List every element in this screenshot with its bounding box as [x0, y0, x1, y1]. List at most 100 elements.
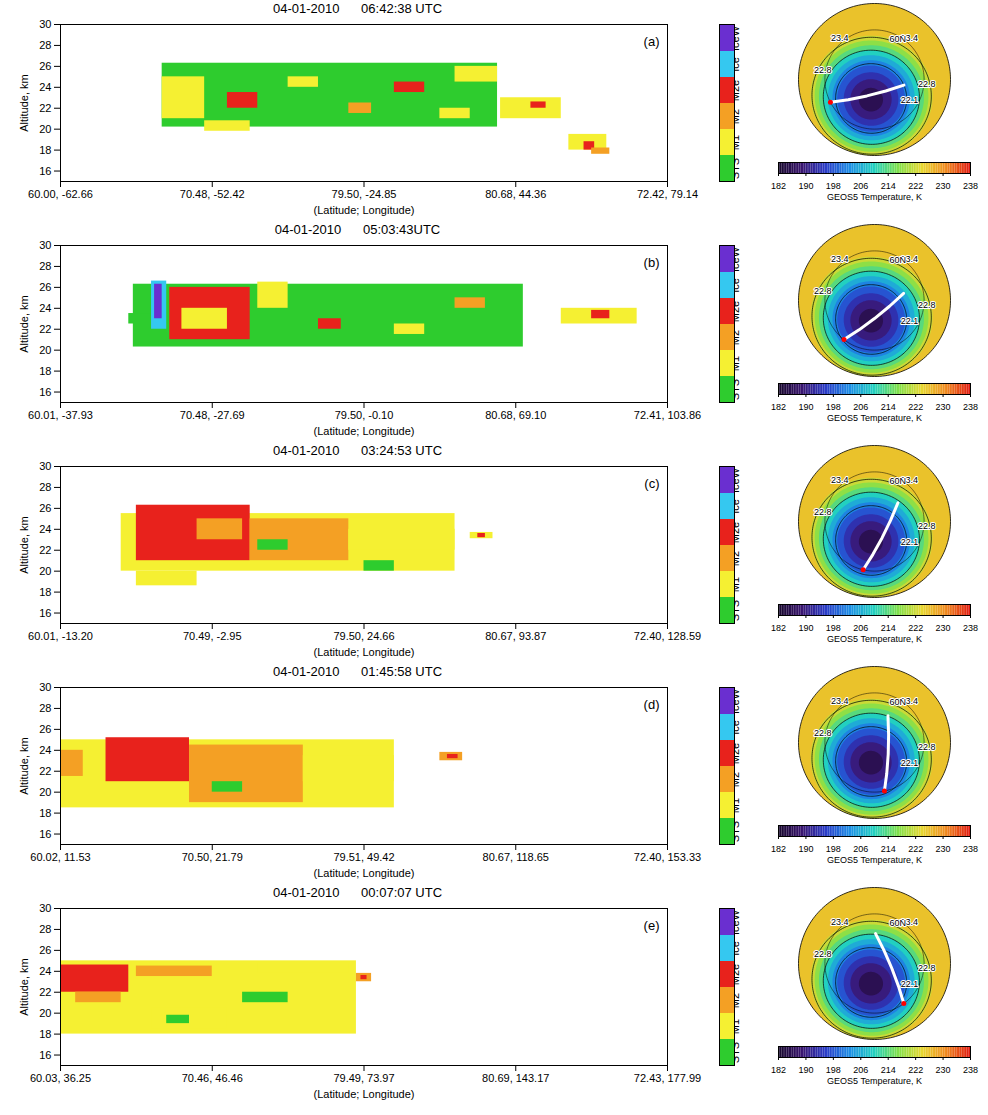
svg-text:23.4: 23.4: [831, 696, 849, 706]
svg-text:30: 30: [39, 681, 51, 693]
svg-text:26: 26: [39, 723, 51, 735]
svg-text:182: 182: [771, 844, 786, 854]
svg-text:79.50, -24.85: 79.50, -24.85: [332, 188, 397, 200]
svg-text:(Latitude; Longitude): (Latitude; Longitude): [314, 425, 415, 437]
svg-text:182: 182: [771, 402, 786, 412]
svg-text:18: 18: [39, 1028, 51, 1040]
svg-text:22.8: 22.8: [814, 949, 832, 959]
svg-text:182: 182: [771, 623, 786, 633]
svg-text:60.01, -37.93: 60.01, -37.93: [28, 409, 93, 421]
svg-text:22.8: 22.8: [918, 521, 936, 531]
svg-text:28: 28: [39, 702, 51, 714]
svg-text:20: 20: [39, 786, 51, 798]
svg-text:30: 30: [39, 239, 51, 251]
svg-text:20: 20: [39, 123, 51, 135]
svg-text:79.50, 24.66: 79.50, 24.66: [333, 630, 394, 642]
svg-text:222: 222: [908, 1065, 923, 1075]
svg-text:214: 214: [881, 402, 896, 412]
svg-text:28: 28: [39, 481, 51, 493]
svg-text:22.1: 22.1: [901, 758, 919, 768]
svg-text:16: 16: [39, 165, 51, 177]
svg-text:230: 230: [936, 181, 951, 191]
svg-text:60N: 60N: [890, 697, 907, 707]
svg-text:16: 16: [39, 607, 51, 619]
svg-text:18: 18: [39, 807, 51, 819]
svg-text:24: 24: [39, 744, 51, 756]
svg-text:222: 222: [908, 844, 923, 854]
svg-text:GEOS5 Temperature, K: GEOS5 Temperature, K: [827, 634, 922, 644]
svg-text:(c): (c): [644, 476, 659, 491]
svg-text:22.8: 22.8: [918, 963, 936, 973]
svg-text:222: 222: [908, 623, 923, 633]
svg-text:206: 206: [853, 1065, 868, 1075]
svg-text:79.50, -0.10: 79.50, -0.10: [335, 409, 394, 421]
svg-text:22.8: 22.8: [918, 300, 936, 310]
svg-text:214: 214: [881, 181, 896, 191]
svg-text:72.43, 177.99: 72.43, 177.99: [634, 1072, 701, 1084]
svg-text:190: 190: [798, 844, 813, 854]
svg-text:23.4: 23.4: [831, 254, 849, 264]
svg-text:16: 16: [39, 386, 51, 398]
svg-text:80.68, 69.10: 80.68, 69.10: [485, 409, 546, 421]
svg-text:22.8: 22.8: [814, 286, 832, 296]
svg-text:22.8: 22.8: [814, 507, 832, 517]
svg-text:79.49, 73.97: 79.49, 73.97: [333, 1072, 394, 1084]
svg-text:GEOS5 Temperature, K: GEOS5 Temperature, K: [827, 855, 922, 865]
svg-text:GEOS5 Temperature, K: GEOS5 Temperature, K: [827, 192, 922, 202]
svg-text:206: 206: [853, 402, 868, 412]
svg-text:230: 230: [936, 623, 951, 633]
svg-text:22.8: 22.8: [814, 728, 832, 738]
svg-text:(Latitude; Longitude): (Latitude; Longitude): [314, 1088, 415, 1100]
svg-text:79.51, 49.42: 79.51, 49.42: [333, 851, 394, 863]
svg-text:214: 214: [881, 1065, 896, 1075]
svg-text:22.1: 22.1: [901, 537, 919, 547]
svg-text:22.1: 22.1: [901, 979, 919, 989]
svg-text:206: 206: [853, 623, 868, 633]
svg-text:190: 190: [798, 1065, 813, 1075]
svg-text:26: 26: [39, 281, 51, 293]
svg-text:24: 24: [39, 81, 51, 93]
svg-text:20: 20: [39, 1007, 51, 1019]
svg-text:80.68, 44.36: 80.68, 44.36: [485, 188, 546, 200]
svg-text:16: 16: [39, 1049, 51, 1061]
svg-text:22: 22: [39, 765, 51, 777]
svg-text:22.8: 22.8: [918, 79, 936, 89]
svg-text:80.67, 93.87: 80.67, 93.87: [485, 630, 546, 642]
svg-text:22.8: 22.8: [918, 742, 936, 752]
svg-text:238: 238: [963, 623, 978, 633]
svg-text:238: 238: [963, 1065, 978, 1075]
svg-text:20: 20: [39, 565, 51, 577]
svg-text:60N: 60N: [890, 34, 907, 44]
svg-text:23.4: 23.4: [831, 475, 849, 485]
svg-text:238: 238: [963, 402, 978, 412]
svg-text:238: 238: [963, 181, 978, 191]
svg-text:18: 18: [39, 144, 51, 156]
svg-text:22: 22: [39, 986, 51, 998]
svg-text:23.4: 23.4: [831, 33, 849, 43]
svg-text:GEOS5 Temperature, K: GEOS5 Temperature, K: [827, 1076, 922, 1086]
svg-text:190: 190: [798, 623, 813, 633]
svg-text:(d): (d): [644, 697, 660, 712]
svg-text:26: 26: [39, 944, 51, 956]
svg-text:60N: 60N: [890, 476, 907, 486]
svg-text:72.40, 128.59: 72.40, 128.59: [634, 630, 701, 642]
svg-text:80.67, 118.65: 80.67, 118.65: [483, 851, 549, 863]
svg-text:238: 238: [963, 844, 978, 854]
svg-text:230: 230: [936, 844, 951, 854]
svg-text:72.41, 103.86: 72.41, 103.86: [634, 409, 701, 421]
svg-text:60N: 60N: [890, 255, 907, 265]
svg-text:60.02, 11.53: 60.02, 11.53: [30, 851, 90, 863]
svg-text:28: 28: [39, 39, 51, 51]
svg-text:30: 30: [39, 18, 51, 30]
svg-text:(Latitude; Longitude): (Latitude; Longitude): [314, 867, 415, 879]
svg-text:26: 26: [39, 502, 51, 514]
svg-text:GEOS5 Temperature, K: GEOS5 Temperature, K: [827, 413, 922, 423]
svg-text:182: 182: [771, 1065, 786, 1075]
svg-text:18: 18: [39, 586, 51, 598]
svg-text:18: 18: [39, 365, 51, 377]
svg-text:22.1: 22.1: [901, 95, 919, 105]
svg-text:16: 16: [39, 828, 51, 840]
svg-text:23.4: 23.4: [831, 917, 849, 927]
svg-text:22: 22: [39, 102, 51, 114]
svg-text:198: 198: [826, 181, 841, 191]
